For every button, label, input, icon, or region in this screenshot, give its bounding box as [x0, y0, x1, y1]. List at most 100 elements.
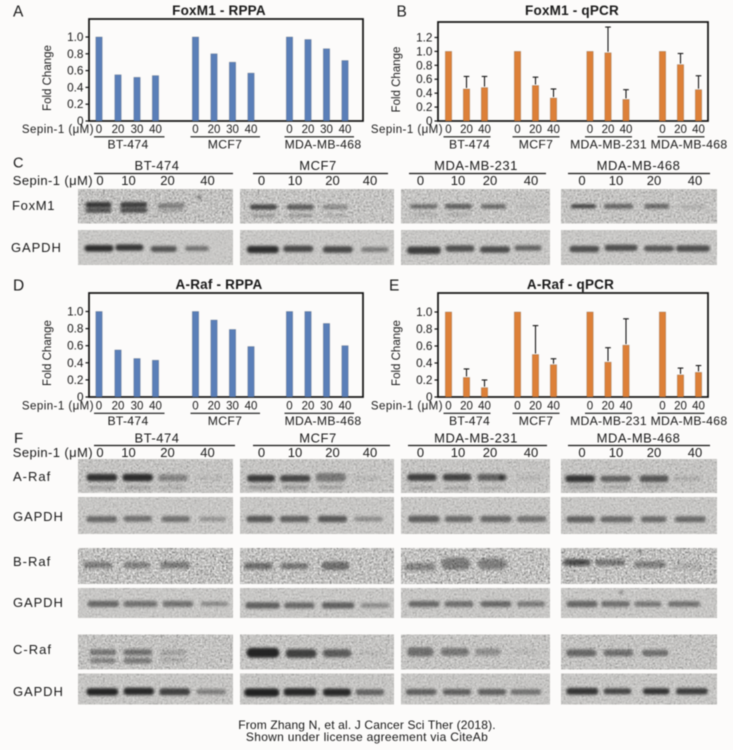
svg-text:0: 0	[514, 401, 520, 413]
svg-text:20: 20	[160, 173, 174, 188]
svg-text:40: 40	[547, 124, 560, 136]
svg-text:10: 10	[609, 173, 623, 188]
svg-text:From Zhang N, et al. J Cancer: From Zhang N, et al. J Cancer Sci Ther (…	[238, 718, 495, 732]
svg-text:20: 20	[460, 124, 473, 136]
svg-text:0: 0	[286, 124, 292, 136]
svg-text:10: 10	[121, 173, 135, 188]
svg-text:0: 0	[77, 390, 84, 404]
svg-text:1.0: 1.0	[416, 44, 433, 58]
svg-text:0.6: 0.6	[416, 339, 433, 353]
svg-text:BT-474: BT-474	[107, 138, 148, 152]
svg-text:MDA-MB-468: MDA-MB-468	[597, 158, 681, 173]
svg-text:0: 0	[426, 114, 433, 128]
svg-text:40: 40	[478, 401, 491, 413]
svg-text:0: 0	[96, 401, 102, 413]
svg-text:FoxM1 - qPCR: FoxM1 - qPCR	[525, 3, 619, 18]
svg-text:Fold Change: Fold Change	[391, 320, 403, 386]
svg-text:40: 40	[339, 401, 352, 413]
svg-text:40: 40	[245, 401, 258, 413]
svg-text:GAPDH: GAPDH	[11, 240, 62, 255]
svg-text:1.2: 1.2	[416, 30, 432, 44]
svg-text:20: 20	[529, 401, 542, 413]
svg-text:0.4: 0.4	[416, 356, 433, 370]
svg-text:1.0: 1.0	[67, 30, 84, 44]
svg-text:MDA-MB-231: MDA-MB-231	[434, 158, 518, 173]
svg-text:0: 0	[587, 124, 593, 136]
svg-text:0: 0	[96, 445, 103, 460]
svg-text:A-Raf: A-Raf	[13, 469, 51, 484]
svg-text:30: 30	[226, 401, 239, 413]
svg-text:Sepin-1 (μM): Sepin-1 (μM)	[371, 401, 443, 413]
svg-text:0.8: 0.8	[67, 322, 84, 336]
svg-text:20: 20	[208, 124, 221, 136]
svg-text:40: 40	[478, 124, 491, 136]
svg-text:C-Raf: C-Raf	[13, 642, 52, 657]
svg-text:30: 30	[131, 401, 144, 413]
svg-text:40: 40	[149, 401, 162, 413]
svg-text:1.0: 1.0	[416, 305, 433, 319]
svg-text:20: 20	[483, 445, 497, 460]
svg-text:0.2: 0.2	[416, 373, 432, 387]
svg-text:0.2: 0.2	[67, 373, 83, 387]
svg-text:MDA-MB-231: MDA-MB-231	[434, 431, 518, 446]
svg-text:40: 40	[688, 173, 702, 188]
svg-text:0: 0	[578, 173, 585, 188]
svg-text:10: 10	[121, 445, 135, 460]
svg-text:0: 0	[659, 401, 665, 413]
svg-text:40: 40	[245, 124, 258, 136]
svg-text:20: 20	[602, 401, 615, 413]
svg-text:20: 20	[208, 401, 221, 413]
svg-text:40: 40	[339, 124, 352, 136]
svg-text:0: 0	[587, 401, 593, 413]
svg-text:0: 0	[417, 173, 424, 188]
svg-text:0.6: 0.6	[67, 339, 84, 353]
svg-text:B: B	[397, 4, 407, 21]
svg-text:40: 40	[688, 445, 702, 460]
svg-text:C: C	[13, 156, 23, 172]
svg-text:0.2: 0.2	[67, 97, 83, 111]
svg-text:MDA-MB-468: MDA-MB-468	[651, 138, 728, 152]
svg-text:30: 30	[226, 124, 239, 136]
svg-text:0: 0	[286, 401, 292, 413]
svg-text:20: 20	[602, 124, 615, 136]
svg-text:Sepin-1 (μM): Sepin-1 (μM)	[13, 173, 93, 188]
svg-text:30: 30	[320, 401, 333, 413]
svg-text:40: 40	[149, 124, 162, 136]
svg-text:40: 40	[620, 401, 633, 413]
svg-text:E: E	[389, 278, 399, 295]
svg-text:MCF7: MCF7	[208, 138, 242, 152]
svg-text:0: 0	[445, 124, 451, 136]
svg-text:0: 0	[659, 124, 665, 136]
svg-text:20: 20	[325, 445, 339, 460]
svg-text:0.6: 0.6	[416, 72, 433, 86]
svg-text:0: 0	[426, 390, 433, 404]
svg-text:B-Raf: B-Raf	[13, 554, 51, 569]
svg-text:30: 30	[131, 124, 144, 136]
svg-text:MDA-MB-231: MDA-MB-231	[570, 414, 647, 428]
svg-text:40: 40	[524, 445, 538, 460]
svg-text:0.8: 0.8	[416, 58, 433, 72]
svg-text:FoxM1 - RPPA: FoxM1 - RPPA	[172, 3, 266, 18]
svg-text:20: 20	[302, 124, 315, 136]
svg-text:0: 0	[192, 401, 198, 413]
svg-text:0: 0	[192, 124, 198, 136]
svg-text:Sepin-1 (μM): Sepin-1 (μM)	[22, 401, 94, 413]
svg-text:10: 10	[609, 445, 623, 460]
svg-text:MCF7: MCF7	[299, 431, 336, 446]
svg-text:20: 20	[112, 124, 125, 136]
svg-text:10: 10	[451, 173, 465, 188]
svg-text:Fold Change: Fold Change	[391, 47, 403, 113]
svg-text:40: 40	[524, 173, 538, 188]
svg-text:Fold Change: Fold Change	[42, 45, 54, 111]
svg-text:30: 30	[320, 124, 333, 136]
svg-text:MCF7: MCF7	[299, 158, 336, 173]
svg-text:Shown under license agreement: Shown under license agreement via CiteAb	[246, 730, 488, 744]
svg-text:10: 10	[288, 173, 302, 188]
svg-text:BT-474: BT-474	[135, 431, 180, 446]
svg-text:0.6: 0.6	[67, 64, 84, 78]
svg-text:40: 40	[692, 124, 705, 136]
svg-text:0.4: 0.4	[416, 86, 433, 100]
svg-text:0: 0	[258, 445, 265, 460]
svg-text:MCF7: MCF7	[519, 414, 553, 428]
svg-text:10: 10	[451, 445, 465, 460]
